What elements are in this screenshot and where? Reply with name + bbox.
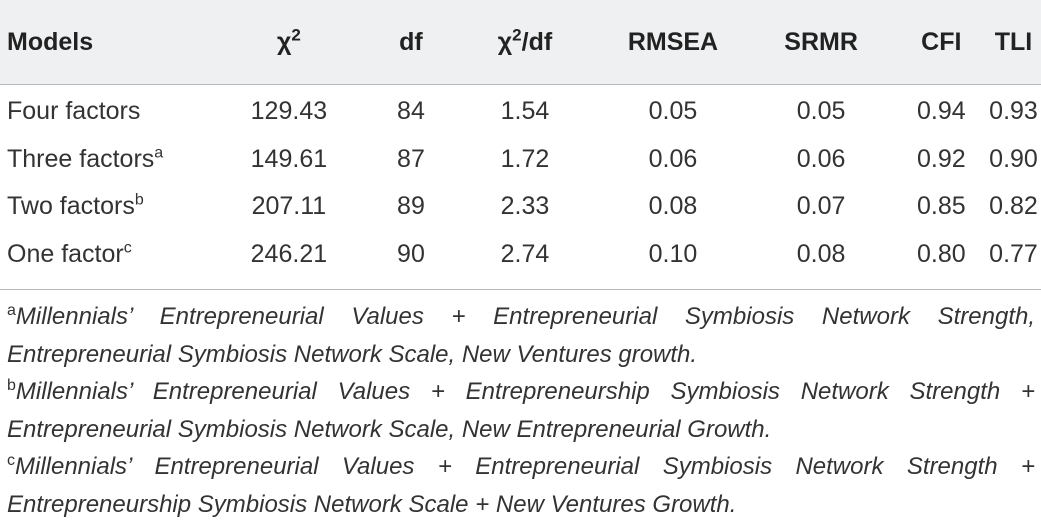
rmsea-cell: 0.06 bbox=[648, 144, 698, 173]
header-chi-df-symbol: χ bbox=[497, 27, 513, 56]
model-name-cell: One factorc bbox=[0, 231, 206, 279]
table-row: One factorc 246.21 90 2.74 0.10 0.08 0.8… bbox=[0, 231, 1041, 279]
rmsea-cell: 0.05 bbox=[648, 97, 698, 126]
model-name-cell: Two factorsb bbox=[0, 183, 206, 231]
table-footnotes: aMillennials’ Entrepreneurial Values + E… bbox=[7, 298, 1035, 523]
table-row: Two factorsb 207.11 89 2.33 0.08 0.07 0.… bbox=[0, 183, 1041, 231]
header-chi-df-suffix: /df bbox=[521, 27, 553, 56]
table-row: Four factors 129.43 84 1.54 0.05 0.05 0.… bbox=[0, 84, 1041, 136]
cfi-cell: 0.80 bbox=[916, 239, 966, 268]
model-footnote-mark: c bbox=[123, 239, 132, 257]
header-srmr: SRMR bbox=[784, 27, 858, 56]
df-cell: 87 bbox=[397, 144, 425, 173]
model-footnote-mark: a bbox=[154, 144, 164, 162]
fit-indices-table: Models χ2 df χ2/df RMSEA SRMR CFI TLI Fo… bbox=[0, 0, 1041, 279]
footnote-mark: c bbox=[7, 452, 15, 469]
df-cell: 84 bbox=[397, 97, 425, 126]
chi2-cell: 246.21 bbox=[250, 239, 328, 268]
srmr-cell: 0.08 bbox=[796, 239, 846, 268]
header-rmsea: RMSEA bbox=[627, 27, 719, 56]
df-cell: 89 bbox=[397, 192, 425, 221]
model-name: Four factors bbox=[7, 97, 141, 126]
footnote-b: bMillennials’ Entrepreneurial Values + E… bbox=[7, 373, 1035, 448]
model-name: Two factors bbox=[7, 192, 135, 221]
rmsea-cell: 0.08 bbox=[648, 192, 698, 221]
header-tli: TLI bbox=[994, 27, 1033, 56]
cfi-cell: 0.92 bbox=[916, 144, 966, 173]
chi2df-cell: 2.33 bbox=[500, 192, 550, 221]
tli-cell: 0.77 bbox=[989, 239, 1038, 268]
table-row: Three factorsa 149.61 87 1.72 0.06 0.06 … bbox=[0, 136, 1041, 184]
model-name: Three factors bbox=[7, 144, 155, 173]
chi2df-cell: 2.74 bbox=[500, 239, 550, 268]
header-chi-square: χ2 bbox=[206, 0, 373, 84]
model-name: One factor bbox=[7, 239, 124, 268]
model-name-cell: Three factorsa bbox=[0, 136, 206, 184]
footnote-mark: b bbox=[7, 377, 16, 394]
header-models: Models bbox=[7, 27, 94, 56]
cfi-cell: 0.85 bbox=[916, 192, 966, 221]
header-bottom-rule bbox=[0, 84, 1041, 85]
chi2df-cell: 1.72 bbox=[500, 144, 550, 173]
header-chi-superscript: 2 bbox=[291, 25, 301, 45]
model-footnote-mark: b bbox=[134, 191, 144, 209]
cfi-cell: 0.94 bbox=[916, 97, 966, 126]
footnote-text: Millennials’ Entrepreneurial Values + En… bbox=[7, 453, 1035, 518]
srmr-cell: 0.05 bbox=[796, 97, 846, 126]
header-df: df bbox=[399, 27, 423, 56]
chi2-cell: 207.11 bbox=[251, 192, 327, 221]
tli-cell: 0.93 bbox=[989, 97, 1038, 126]
tli-cell: 0.82 bbox=[989, 192, 1038, 221]
footnote-mark: a bbox=[7, 302, 16, 319]
chi2-cell: 129.43 bbox=[250, 97, 328, 126]
chi2-cell: 149.61 bbox=[250, 144, 328, 173]
header-chi-df-superscript: 2 bbox=[512, 25, 522, 45]
table-header-row: Models χ2 df χ2/df RMSEA SRMR CFI TLI bbox=[0, 0, 1041, 84]
footnote-a: aMillennials’ Entrepreneurial Values + E… bbox=[7, 298, 1035, 373]
srmr-cell: 0.07 bbox=[796, 192, 846, 221]
header-chi-symbol: χ bbox=[276, 27, 292, 56]
footnote-text: Millennials’ Entrepreneurial Values + En… bbox=[7, 378, 1035, 443]
table-bottom-rule bbox=[0, 289, 1041, 290]
header-cfi: CFI bbox=[921, 27, 962, 56]
model-name-cell: Four factors bbox=[0, 84, 206, 136]
footnote-c: cMillennials’ Entrepreneurial Values + E… bbox=[7, 448, 1035, 523]
rmsea-cell: 0.10 bbox=[648, 239, 698, 268]
df-cell: 90 bbox=[397, 239, 425, 268]
tli-cell: 0.90 bbox=[989, 144, 1038, 173]
footnote-text: Millennials’ Entrepreneurial Values + En… bbox=[7, 303, 1035, 368]
chi2df-cell: 1.54 bbox=[500, 97, 550, 126]
header-chi-square-df: χ2/df bbox=[450, 0, 601, 84]
srmr-cell: 0.06 bbox=[796, 144, 846, 173]
